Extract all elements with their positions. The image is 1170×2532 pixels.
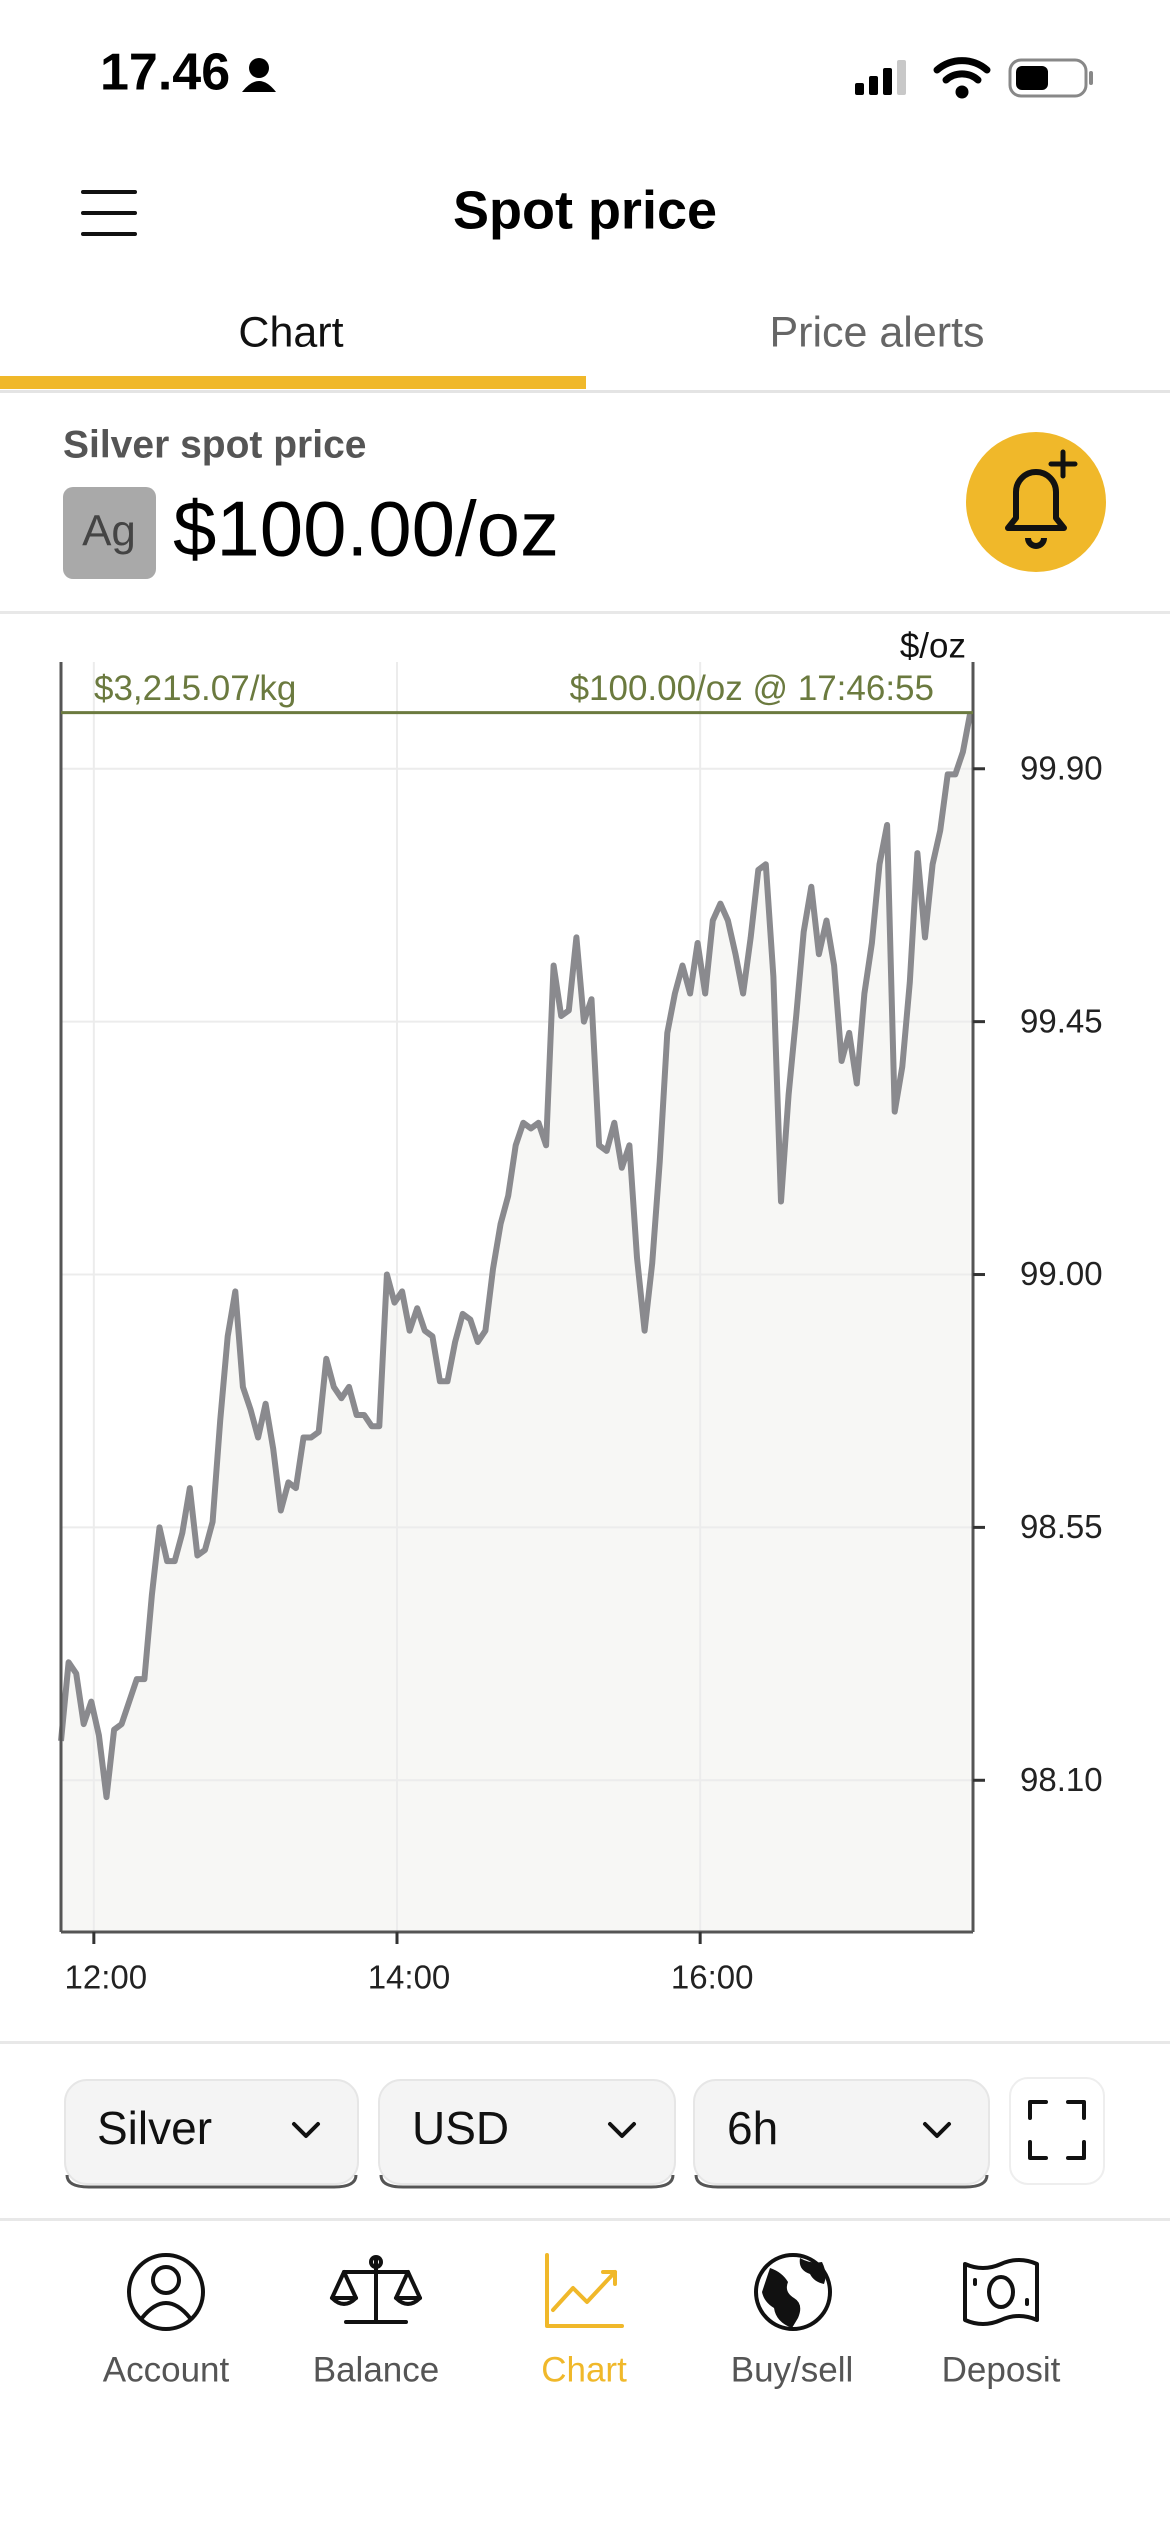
x-tick-label: 16:00 (671, 1959, 754, 1996)
divider (0, 2218, 1170, 2221)
nav-label[interactable]: Buy/sell (731, 2350, 854, 2389)
nav-label[interactable]: Balance (313, 2350, 439, 2389)
nav-label[interactable]: Chart (541, 2350, 627, 2389)
home-indicator-area (390, 2505, 780, 2517)
divider (0, 2041, 1170, 2044)
price-value: $100.00/oz (173, 485, 559, 573)
y-unit-label: $/oz (900, 626, 966, 665)
signal-icon (855, 60, 906, 95)
header-title: Spot price (453, 180, 717, 240)
nav-deposit-icon[interactable] (963, 2258, 1039, 2326)
dropdown[interactable] (378, 2079, 676, 2189)
y-tick-label: 98.10 (1020, 1761, 1103, 1798)
fullscreen-button[interactable] (1009, 2077, 1105, 2185)
y-tick-label: 99.45 (1020, 1002, 1103, 1039)
menu-button[interactable] (81, 190, 137, 236)
nav-label[interactable]: Deposit (942, 2350, 1061, 2389)
x-tick-label: 12:00 (65, 1959, 148, 1996)
nav-balance-icon[interactable] (330, 2255, 422, 2324)
battery-icon (1008, 58, 1093, 98)
tab-indicator (0, 376, 586, 389)
tab-divider (0, 390, 1170, 393)
tab[interactable]: Price alerts (769, 308, 984, 356)
dropdown-label: 6h (727, 2102, 778, 2154)
price-line (58, 712, 974, 1801)
y-tick-label: 98.55 (1020, 1508, 1103, 1545)
nav-account-icon[interactable] (127, 2253, 205, 2331)
dropdown[interactable] (693, 2079, 990, 2189)
dropdown[interactable] (64, 2079, 359, 2189)
dropdown-label: USD (412, 2102, 509, 2154)
symbol-badge (63, 487, 156, 579)
divider (0, 611, 1170, 614)
y-tick-label: 99.00 (1020, 1255, 1103, 1292)
nav-buysell-icon[interactable] (754, 2253, 832, 2331)
add-alert-button[interactable] (966, 432, 1106, 572)
x-tick-label: 14:00 (368, 1959, 451, 1996)
reference-label: $3,215.07/kg (94, 669, 296, 708)
symbol: Ag (82, 507, 136, 556)
status-time: 17.46 (100, 44, 230, 102)
person-icon (242, 58, 276, 92)
wifi-icon (933, 57, 991, 99)
tab[interactable]: Chart (238, 308, 343, 356)
chart: 98.10 98.55 99.00 99.45 99.90 12:00 14:00 16:00… (58, 626, 1103, 1996)
dropdown-label: Silver (97, 2102, 212, 2154)
nav-chart-icon[interactable] (545, 2253, 624, 2328)
y-tick-label: 99.90 (1020, 749, 1103, 786)
area (61, 712, 971, 1932)
reference-label: $100.00/oz @ 17:46:55 (570, 669, 934, 708)
nav-label[interactable]: Account (103, 2350, 230, 2389)
price-label: Silver spot price (63, 423, 366, 466)
